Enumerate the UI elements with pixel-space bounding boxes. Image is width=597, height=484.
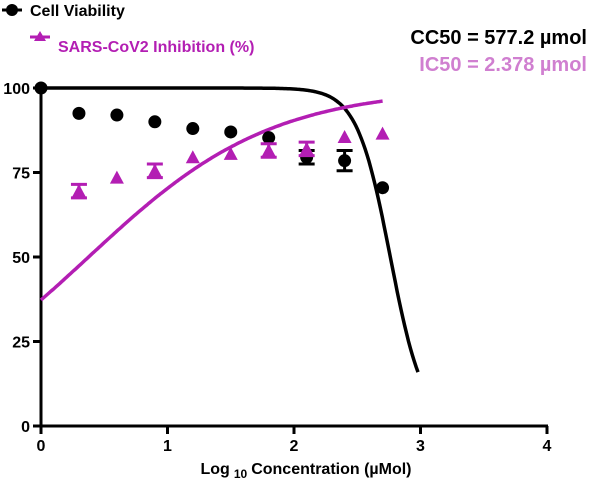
x-tick-label: 0	[37, 438, 46, 455]
series-sars-cov2-inhibition	[70, 126, 390, 200]
data-point-cell-viability	[224, 125, 238, 139]
data-point-cell-viability	[34, 81, 48, 95]
x-tick-label: 2	[290, 438, 299, 455]
cc50-annotation: CC50 = 577.2 µmol	[410, 27, 587, 49]
data-point-cell-viability	[186, 122, 200, 136]
series-cell-viability	[34, 81, 390, 195]
data-point-cell-viability	[148, 115, 162, 129]
data-point-cell-viability	[376, 181, 390, 195]
y-tick-label: 25	[12, 335, 30, 352]
data-point-cell-viability	[110, 108, 124, 122]
data-point-cell-viability	[262, 131, 276, 145]
fit-curve-sars-cov2-inhibition	[39, 99, 383, 302]
y-tick-label: 75	[12, 166, 30, 183]
data-point-cell-viability	[72, 106, 86, 120]
y-axis: 0 25 50 75 100	[3, 81, 43, 436]
fit-curve-cell-viability	[41, 86, 420, 373]
x-axis-title: Log 10 Concentration (µMol)	[201, 461, 412, 481]
y-tick-label: 100	[3, 81, 30, 98]
data-point-sars-cov2-inhibition	[71, 184, 86, 198]
data-point-sars-cov2-inhibition	[299, 141, 314, 155]
data-point-sars-cov2-inhibition	[147, 163, 162, 177]
x-axis: 0 1 2 3 4	[37, 424, 552, 455]
legend-marker-sars-cov2-inhibition	[34, 31, 46, 41]
legend-label-cell-viability: Cell Viability	[30, 3, 125, 20]
y-tick-label: 0	[21, 419, 30, 436]
y-tick-label: 50	[12, 250, 30, 267]
ic50-annotation: IC50 = 2.378 µmol	[419, 54, 587, 76]
data-point-sars-cov2-inhibition	[109, 170, 124, 184]
legend-item-cell-viability: Cell Viability	[2, 3, 125, 20]
x-tick-label: 1	[163, 438, 172, 455]
legend-label-sars-cov2-inhibition: SARS-CoV2 Inhibition (%)	[58, 39, 254, 56]
data-point-sars-cov2-inhibition	[261, 143, 276, 157]
x-tick-label: 3	[416, 438, 425, 455]
legend-marker-cell-viability	[6, 4, 18, 16]
data-point-sars-cov2-inhibition	[185, 150, 200, 164]
legend: Cell Viability SARS-CoV2 Inhibition (%)	[2, 3, 254, 56]
data-point-sars-cov2-inhibition	[337, 130, 352, 144]
legend-item-sars-cov2-inhibition: SARS-CoV2 Inhibition (%)	[30, 31, 254, 56]
data-point-cell-viability	[338, 154, 352, 168]
x-tick-label: 4	[543, 438, 552, 455]
data-point-sars-cov2-inhibition	[375, 126, 390, 140]
data-point-sars-cov2-inhibition	[223, 146, 238, 160]
